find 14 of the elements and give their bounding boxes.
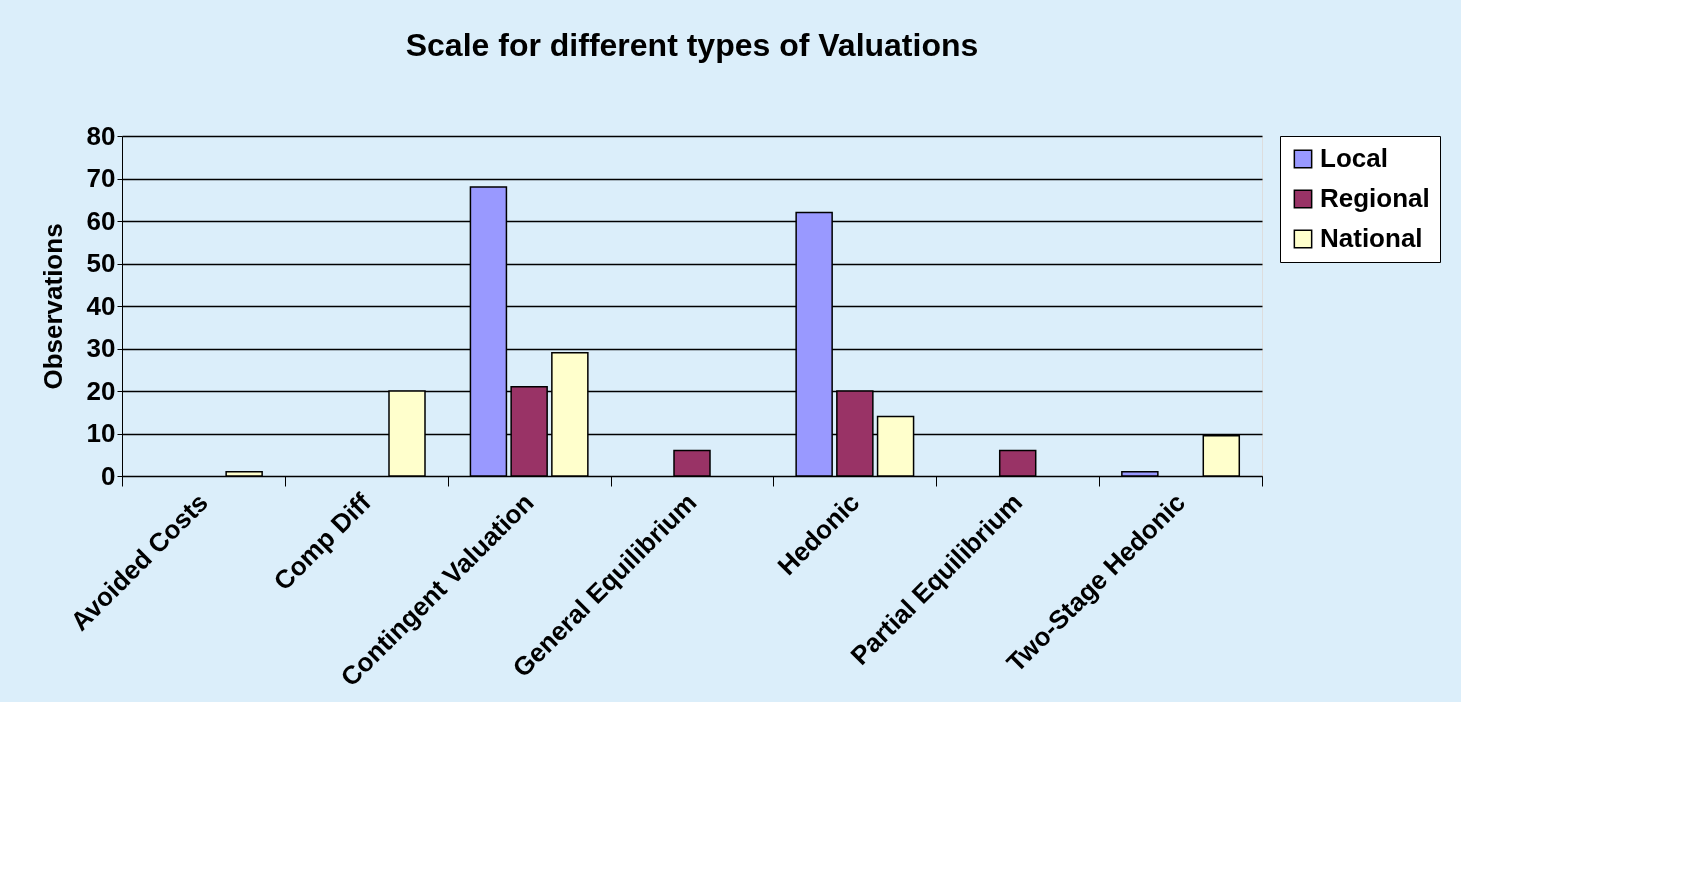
legend-label: Local (1320, 143, 1388, 173)
y-tick-label: 30 (86, 333, 116, 363)
legend-label: Regional (1320, 183, 1430, 213)
legend-label: National (1320, 223, 1423, 253)
chart-title: Scale for different types of Valuations (405, 27, 979, 63)
y-tick-label: 50 (86, 248, 116, 278)
y-tick-label: 0 (101, 460, 116, 491)
y-tick-label: 70 (86, 163, 116, 193)
y-tick-label: 10 (86, 418, 116, 448)
y-tick-label: 40 (86, 290, 116, 321)
y-tick-label: 20 (86, 375, 116, 406)
y-axis-title: Observations (37, 223, 68, 390)
y-tick-label: 80 (86, 120, 116, 151)
y-tick-label: 60 (86, 205, 116, 236)
